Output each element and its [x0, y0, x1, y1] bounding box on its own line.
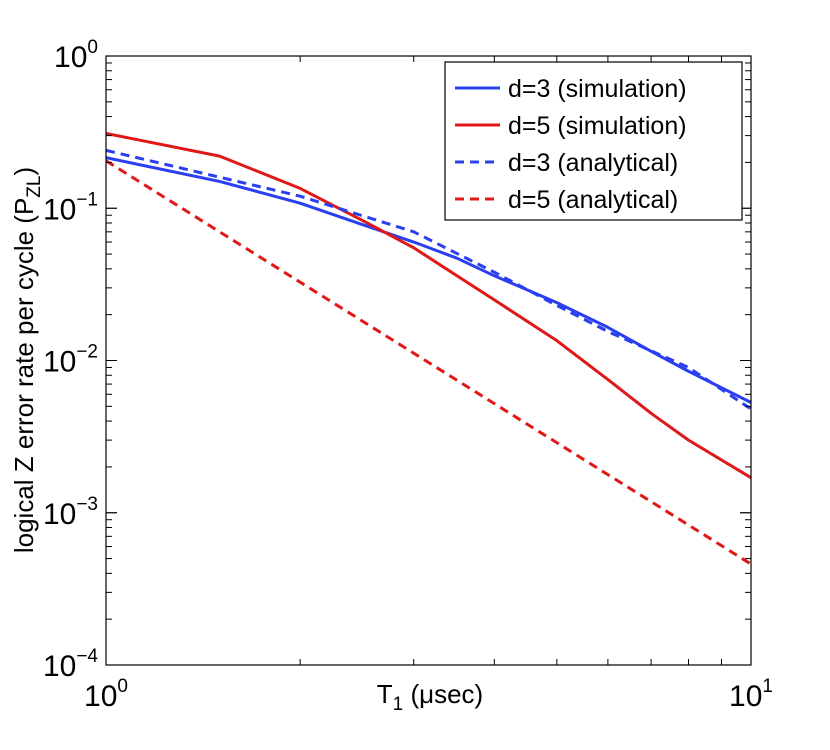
y-tick-label-4: 10−4	[43, 646, 98, 683]
tick-layer: 100 101 100 10−1 10−2 10−3 10−4	[43, 37, 773, 713]
y-axis-label: logical Z error rate per cycle (PZL)	[9, 167, 45, 553]
x-axis-label-sub: 1	[393, 694, 404, 715]
x-axis-label: T1 (μsec)	[377, 679, 483, 715]
y-tick-label-1: 10−1	[43, 189, 98, 226]
series-layer	[105, 131, 752, 566]
x-tick-label-0: 100	[84, 676, 128, 713]
y-tick-label-3: 10−3	[43, 494, 98, 531]
y-axis-label-sub: ZL	[24, 176, 45, 198]
x-tick-label-1: 101	[729, 676, 773, 713]
legend-label-3: d=3 (analytical)	[508, 149, 678, 177]
y-axis-label-rest: )	[9, 167, 39, 176]
legend: d=3 (simulation) d=5 (simulation) d=3 (ana…	[444, 61, 743, 221]
x-axis-label-main: T	[377, 679, 393, 709]
y-axis-label-main: logical Z error rate per cycle (P	[9, 198, 39, 553]
x-axis-label-rest: (μsec)	[403, 679, 483, 709]
legend-label-1: d=3 (simulation)	[508, 75, 687, 103]
y-tick-label-2: 10−2	[43, 342, 98, 379]
legend-label-2: d=5 (simulation)	[508, 112, 687, 140]
series-line-2	[105, 131, 752, 479]
legend-label-4: d=5 (analytical)	[508, 186, 678, 214]
y-tick-label-0: 100	[54, 37, 98, 74]
series-line-4	[105, 159, 752, 566]
